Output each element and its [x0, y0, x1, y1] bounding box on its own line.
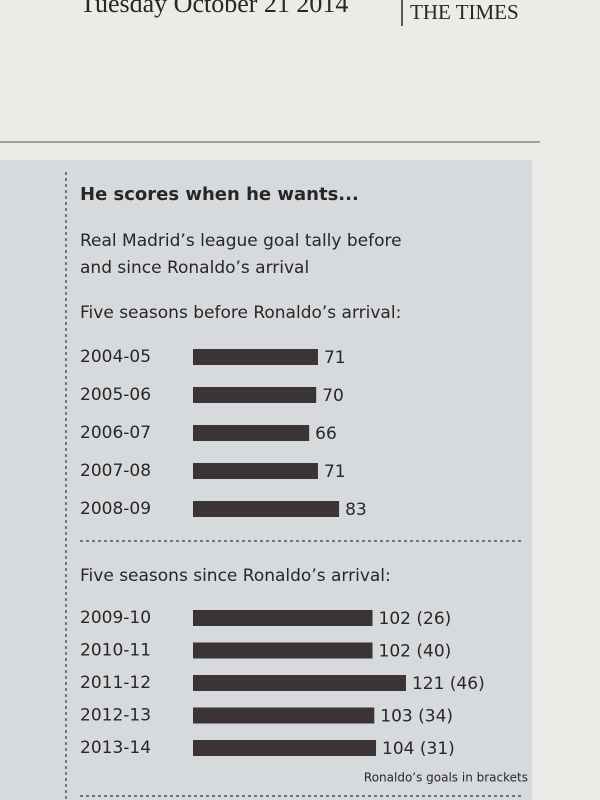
note: Ronaldo’s goals in brackets [364, 771, 528, 785]
value-label: 102 (26) [379, 609, 452, 629]
bar [193, 740, 377, 756]
category-label: 2004-05 [80, 347, 151, 367]
bar [193, 610, 373, 626]
value-label: 71 [324, 462, 346, 482]
value-label: 104 (31) [382, 739, 455, 759]
bar [193, 463, 318, 479]
header-paper: THE TIMES [410, 0, 519, 24]
category-label: 2013-14 [80, 738, 151, 758]
category-label: 2005-06 [80, 385, 151, 405]
category-label: 2007-08 [80, 461, 151, 481]
bar [193, 642, 373, 659]
category-label: 2009-10 [80, 608, 151, 628]
section-heading: Five seasons since Ronaldo’s arrival: [80, 566, 391, 586]
panel [0, 160, 532, 800]
bar [193, 501, 340, 517]
category-label: 2010-11 [80, 641, 151, 661]
subtitle-line: Real Madrid’s league goal tally before [80, 231, 402, 251]
bar [193, 707, 375, 724]
section-heading: Five seasons before Ronaldo’s arrival: [80, 303, 401, 323]
value-label: 83 [345, 500, 367, 520]
category-label: 2011-12 [80, 673, 151, 693]
bar [193, 349, 318, 365]
category-label: 2006-07 [80, 423, 151, 443]
subtitle-line: and since Ronaldo’s arrival [80, 258, 309, 278]
value-label: 70 [322, 386, 344, 406]
bar [193, 425, 310, 441]
category-label: 2012-13 [80, 706, 151, 726]
bar [193, 675, 406, 691]
value-label: 121 (46) [412, 674, 485, 694]
value-label: 66 [315, 424, 337, 444]
category-label: 2008-09 [80, 499, 151, 519]
value-label: 103 (34) [380, 707, 453, 727]
value-label: 71 [324, 348, 346, 368]
header-date: Tuesday October 21 2014 [80, 0, 348, 18]
chart-title: He scores when he wants... [80, 184, 359, 205]
bar [193, 387, 317, 403]
value-label: 102 (40) [379, 642, 452, 662]
